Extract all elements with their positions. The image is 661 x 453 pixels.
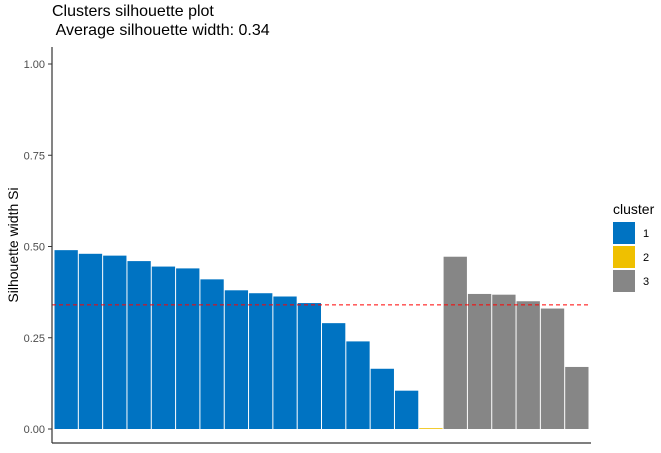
legend-label-1: 1 bbox=[643, 228, 649, 240]
y-tick-label: 1.00 bbox=[24, 59, 45, 71]
bar-cluster-1 bbox=[78, 253, 103, 429]
bar-cluster-1 bbox=[370, 368, 394, 429]
legend-label-2: 2 bbox=[643, 252, 649, 264]
bar-cluster-1 bbox=[249, 293, 273, 429]
bar-cluster-1 bbox=[273, 296, 297, 429]
legend-swatch-1 bbox=[613, 222, 635, 244]
legend-title: cluster bbox=[613, 201, 655, 217]
y-axis-title: Silhouette width Si bbox=[5, 187, 21, 302]
bar-cluster-1 bbox=[151, 266, 176, 429]
bar-cluster-1 bbox=[322, 323, 346, 429]
bars-group bbox=[54, 250, 589, 430]
y-tick-label: 0.50 bbox=[24, 242, 45, 254]
bar-cluster-3 bbox=[443, 256, 467, 429]
y-tick-label: 0.00 bbox=[24, 424, 45, 436]
legend-label-3: 3 bbox=[643, 276, 649, 288]
bar-cluster-1 bbox=[200, 279, 224, 429]
bar-cluster-3 bbox=[516, 301, 540, 429]
bar-cluster-3 bbox=[492, 294, 516, 429]
legend: 1 2 3 bbox=[613, 222, 649, 292]
y-tick-label: 0.25 bbox=[24, 333, 45, 345]
bar-cluster-1 bbox=[394, 390, 419, 429]
legend-swatch-3 bbox=[613, 270, 635, 292]
bar-cluster-2 bbox=[419, 428, 443, 429]
chart-title: Clusters silhouette plot bbox=[52, 3, 214, 20]
bar-cluster-1 bbox=[103, 255, 127, 430]
bar-cluster-1 bbox=[176, 268, 200, 429]
bar-cluster-3 bbox=[565, 366, 589, 429]
bar-cluster-1 bbox=[346, 341, 370, 429]
bar-cluster-1 bbox=[297, 303, 321, 429]
y-ticks-group: 0.00 0.25 0.50 0.75 1.00 bbox=[24, 59, 52, 436]
chart-subtitle: Average silhouette width: 0.34 bbox=[52, 22, 270, 39]
bar-cluster-3 bbox=[540, 308, 565, 429]
bar-cluster-1 bbox=[224, 290, 249, 429]
bar-cluster-1 bbox=[127, 261, 151, 429]
legend-swatch-2 bbox=[613, 246, 635, 268]
bar-cluster-1 bbox=[54, 250, 78, 429]
y-tick-label: 0.75 bbox=[24, 150, 45, 162]
bar-cluster-3 bbox=[467, 293, 492, 429]
